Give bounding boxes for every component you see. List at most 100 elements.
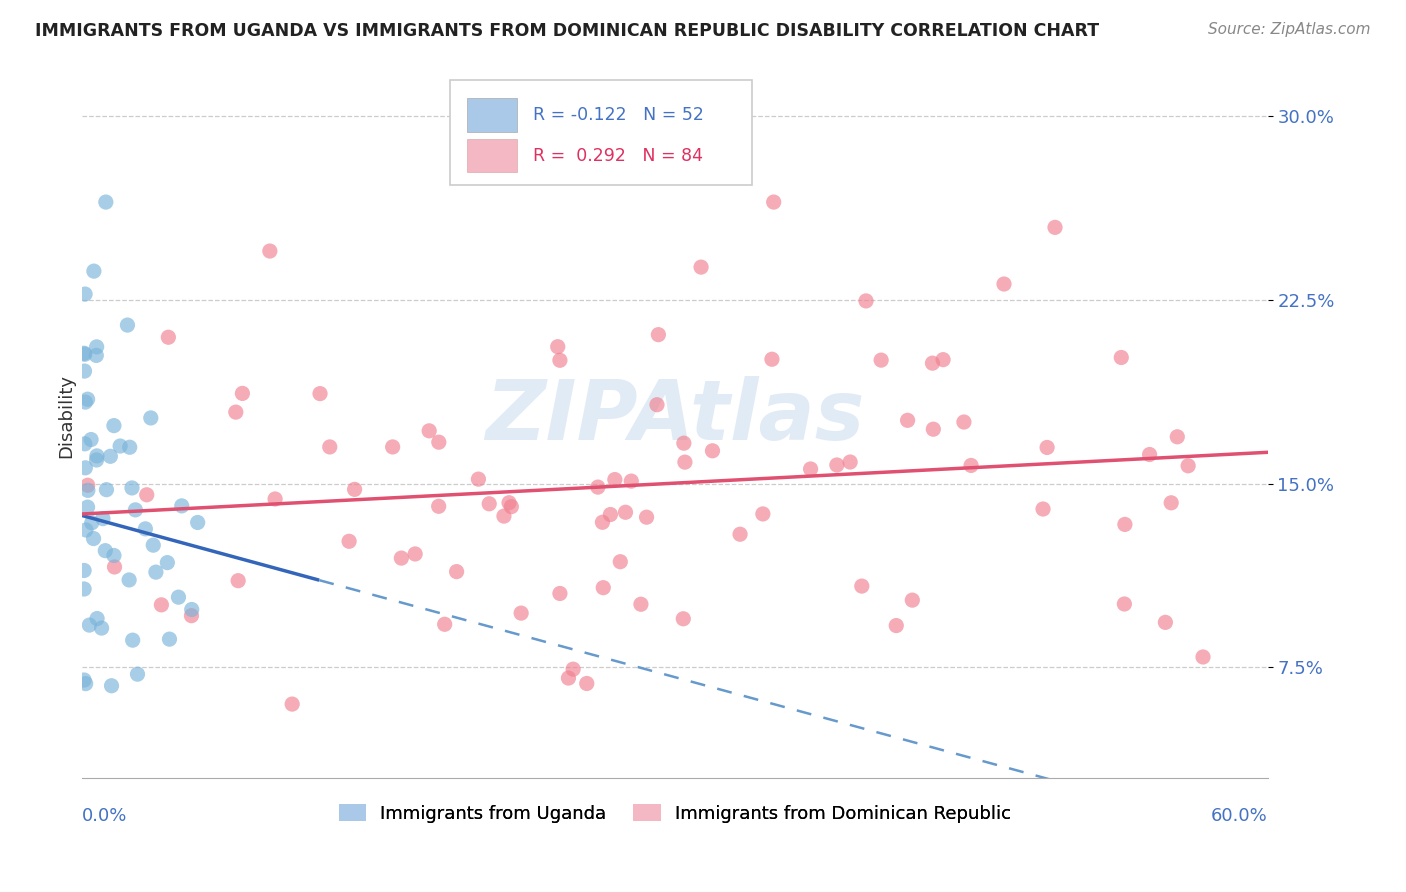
Point	[86, 340, 108, 354]
Point	[433, 617, 456, 632]
Point	[108, 439, 131, 453]
Point	[100, 679, 122, 693]
Point	[647, 327, 669, 342]
Point	[86, 348, 108, 362]
Point	[73, 346, 96, 360]
Point	[547, 340, 569, 354]
Text: 60.0%: 60.0%	[1211, 807, 1268, 825]
Point	[614, 505, 637, 519]
Point	[825, 458, 848, 472]
Point	[142, 538, 165, 552]
Point	[75, 676, 97, 690]
Point	[103, 418, 125, 433]
Point	[75, 460, 97, 475]
Point	[187, 516, 209, 530]
Point	[389, 551, 412, 566]
Point	[75, 523, 97, 537]
Point	[259, 244, 281, 258]
FancyBboxPatch shape	[467, 139, 517, 172]
Point	[94, 195, 117, 210]
Point	[145, 565, 167, 579]
Point	[281, 697, 304, 711]
Point	[90, 621, 112, 635]
Text: Source: ZipAtlas.com: Source: ZipAtlas.com	[1208, 22, 1371, 37]
Point	[870, 353, 893, 368]
Point	[343, 483, 366, 497]
Point	[645, 398, 668, 412]
Point	[139, 411, 162, 425]
Point	[446, 565, 468, 579]
Point	[80, 516, 103, 530]
Point	[630, 597, 652, 611]
Point	[1177, 458, 1199, 473]
Point	[309, 386, 332, 401]
Point	[73, 364, 96, 378]
Point	[337, 534, 360, 549]
Point	[96, 483, 118, 497]
FancyBboxPatch shape	[467, 98, 517, 132]
Point	[1036, 441, 1059, 455]
Point	[180, 608, 202, 623]
Point	[800, 462, 823, 476]
Point	[492, 509, 515, 524]
Point	[86, 453, 108, 467]
Point	[548, 586, 571, 600]
Point	[118, 573, 141, 587]
Text: 0.0%: 0.0%	[82, 807, 128, 825]
Point	[609, 555, 631, 569]
Point	[80, 433, 103, 447]
Point	[901, 593, 924, 607]
Point	[418, 424, 440, 438]
Point	[728, 527, 751, 541]
Point	[75, 395, 97, 409]
Point	[157, 330, 180, 344]
FancyBboxPatch shape	[450, 80, 752, 186]
Point	[839, 455, 862, 469]
Point	[231, 386, 253, 401]
Point	[76, 392, 98, 407]
Point	[94, 543, 117, 558]
Point	[1192, 650, 1215, 665]
Point	[124, 503, 146, 517]
Point	[76, 500, 98, 515]
Point	[73, 564, 96, 578]
Point	[599, 508, 621, 522]
Point	[922, 422, 945, 436]
Point	[884, 618, 907, 632]
Point	[586, 480, 609, 494]
Text: R = -0.122   N = 52: R = -0.122 N = 52	[533, 106, 703, 124]
Point	[932, 352, 955, 367]
Point	[510, 606, 533, 620]
Point	[226, 574, 249, 588]
Point	[264, 491, 287, 506]
Point	[1160, 496, 1182, 510]
Point	[960, 458, 983, 473]
Point	[150, 598, 173, 612]
Point	[83, 264, 105, 278]
Point	[478, 497, 501, 511]
Point	[673, 455, 696, 469]
Point	[1154, 615, 1177, 630]
Point	[86, 449, 108, 463]
Point	[855, 293, 877, 308]
Point	[135, 488, 157, 502]
Point	[501, 500, 523, 514]
Point	[562, 662, 585, 676]
Point	[752, 507, 775, 521]
Legend: Immigrants from Uganda, Immigrants from Dominican Republic: Immigrants from Uganda, Immigrants from …	[332, 797, 1018, 830]
Point	[180, 602, 202, 616]
Point	[91, 511, 114, 525]
Point	[1109, 351, 1132, 365]
Point	[98, 450, 121, 464]
Point	[103, 549, 125, 563]
Point	[690, 260, 713, 274]
Point	[636, 510, 658, 524]
Point	[73, 347, 96, 361]
Point	[319, 440, 342, 454]
Point	[121, 481, 143, 495]
Point	[103, 560, 125, 574]
Point	[1114, 517, 1136, 532]
Text: IMMIGRANTS FROM UGANDA VS IMMIGRANTS FROM DOMINICAN REPUBLIC DISABILITY CORRELAT: IMMIGRANTS FROM UGANDA VS IMMIGRANTS FRO…	[35, 22, 1099, 40]
Point	[83, 532, 105, 546]
Point	[575, 676, 598, 690]
